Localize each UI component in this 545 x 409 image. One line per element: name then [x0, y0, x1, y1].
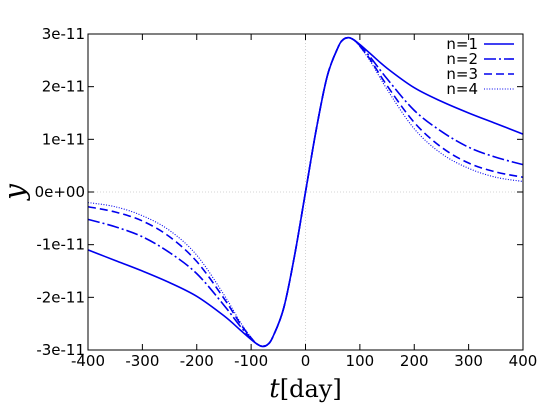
- zero-lines: [88, 34, 523, 350]
- y-tick-label: 3e-11: [42, 25, 85, 43]
- x-axis-title: t[day]: [269, 374, 341, 404]
- x-axis-unit: [day]: [280, 375, 342, 403]
- x-axis-ticks: -400 -300 -200 -100 0 100 200 300 400: [71, 34, 537, 370]
- x-tick-label: -300: [125, 352, 159, 370]
- y-axis-ticks: -3e-11 -2e-11 -1e-11 0e+00 1e-11 2e-11 3e-11: [35, 25, 523, 359]
- x-tick-label: -400: [71, 352, 105, 370]
- x-tick-label: 300: [454, 352, 483, 370]
- y-tick-label: -1e-11: [36, 236, 85, 254]
- x-tick-label: -200: [180, 352, 214, 370]
- legend-label-n1: n=1: [446, 35, 478, 53]
- legend-label-n4: n=4: [446, 80, 478, 98]
- y-tick-label: 2e-11: [42, 78, 85, 96]
- x-tick-label: 400: [509, 352, 538, 370]
- y-tick-label: 0e+00: [35, 183, 85, 201]
- y-tick-label: -3e-11: [36, 341, 85, 359]
- y-tick-label: -2e-11: [36, 288, 85, 306]
- y-tick-label: 1e-11: [42, 130, 85, 148]
- x-tick-label: -100: [234, 352, 268, 370]
- legend-label-n2: n=2: [446, 50, 478, 68]
- x-tick-label: 200: [400, 352, 429, 370]
- x-tick-label: 100: [346, 352, 375, 370]
- legend: n=1n=2n=3n=4: [446, 35, 514, 98]
- legend-label-n3: n=3: [446, 65, 478, 83]
- x-axis-variable: t: [269, 374, 280, 404]
- y-axis-title: y: [0, 183, 31, 202]
- x-tick-label: 0: [301, 352, 311, 370]
- series-line-n3: [87, 36, 524, 348]
- series-group: [87, 36, 524, 348]
